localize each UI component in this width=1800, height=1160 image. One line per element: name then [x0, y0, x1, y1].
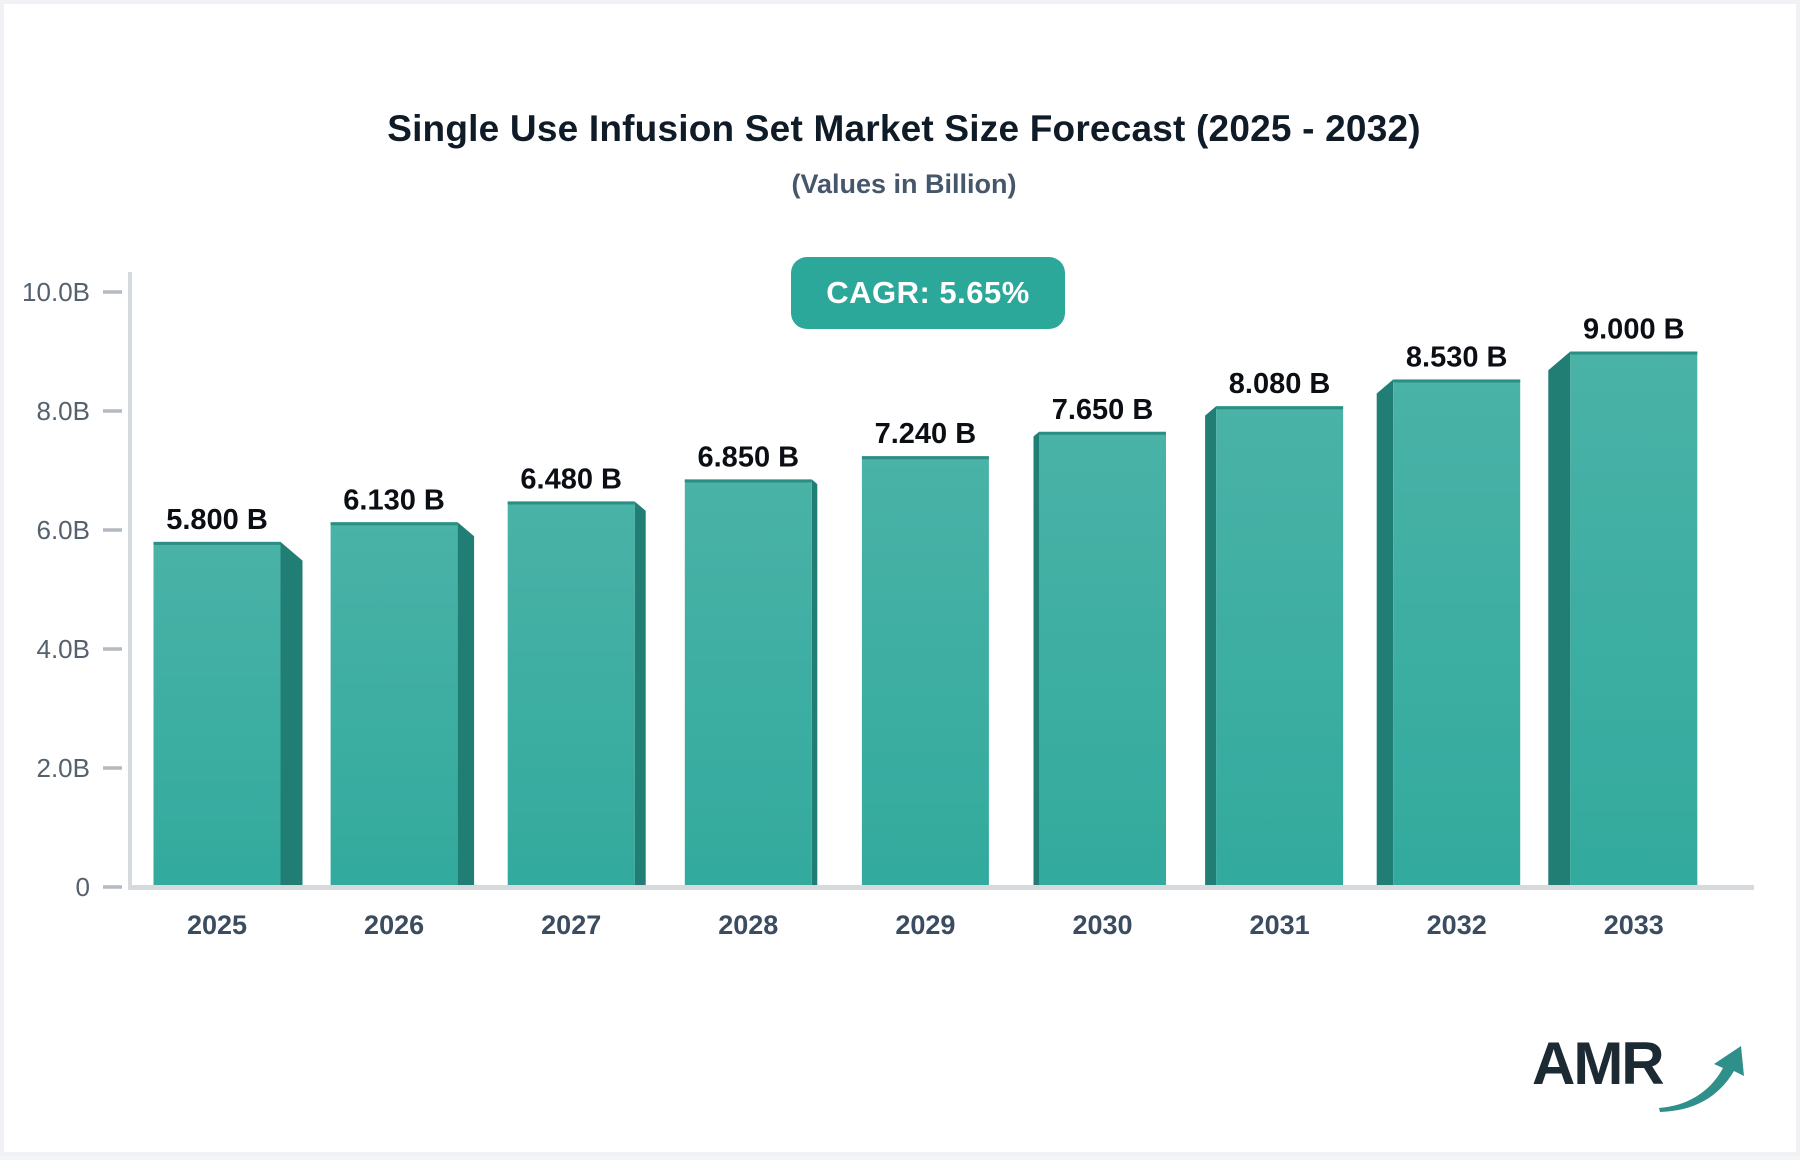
bar-2025: 5.800 B 2025 [153, 504, 303, 940]
y-axis-tick-label: 8.0B [37, 396, 91, 426]
bar-side-face [1033, 431, 1039, 887]
upward-trend-arrow-icon [1658, 1046, 1744, 1112]
bar-2031: 8.080 B 2031 [1205, 368, 1344, 940]
x-axis-label: 2028 [718, 910, 778, 940]
bar-front-face [153, 541, 281, 887]
bar-value-label: 6.130 B [343, 484, 445, 516]
bar-side-face [811, 479, 818, 887]
bar-top-edge [1570, 351, 1698, 355]
bar-value-label: 7.650 B [1052, 394, 1154, 426]
bar-front-face [684, 479, 812, 887]
cagr-badge: CAGR: 5.65% [791, 257, 1065, 329]
y-axis-tick-label: 6.0B [37, 515, 91, 545]
y-axis-tick-label: 2.0B [37, 753, 91, 783]
x-axis-label: 2031 [1250, 910, 1310, 940]
bar-2030: 7.650 B 2030 [1033, 394, 1166, 940]
x-axis-label: 2030 [1072, 910, 1132, 940]
bar-2027: 6.480 B 2027 [507, 463, 646, 940]
chart-subtitle: (Values in Billion) [791, 169, 1017, 199]
bar-front-face [330, 522, 458, 887]
bar-front-face [1393, 379, 1521, 887]
bar-top-edge [1393, 379, 1521, 383]
bar-side-face [457, 522, 475, 887]
bar-front-face [1039, 431, 1166, 887]
bar-front-face [1570, 351, 1698, 887]
bar-value-label: 9.000 B [1583, 314, 1685, 346]
x-axis-label: 2033 [1604, 910, 1664, 940]
cagr-badge-label: CAGR: 5.65% [826, 275, 1030, 310]
bar-side-face [1548, 351, 1571, 887]
bar-front-face [1216, 406, 1344, 887]
bar-value-label: 8.080 B [1229, 368, 1331, 400]
bar-front-face [861, 456, 989, 887]
x-axis-label: 2027 [541, 910, 601, 940]
amr-logo: AMR [1532, 1032, 1762, 1132]
bar-top-edge [153, 541, 281, 545]
bar-2028: 6.850 B 2028 [684, 441, 818, 940]
bar-2032: 8.530 B 2032 [1376, 341, 1521, 940]
x-axis-label: 2026 [364, 910, 424, 940]
y-axis-tick-label: 4.0B [37, 634, 91, 664]
bar-top-edge [861, 456, 989, 460]
bar-value-label: 7.240 B [875, 418, 977, 450]
bar-side-face [634, 501, 646, 887]
bar-side-face [280, 541, 303, 887]
bar-chart: 10.0B 8.0B 6.0B 4.0B 2.0B 0 5.800 B 2025 6.130 B… [22, 272, 1754, 940]
x-axis-label: 2032 [1427, 910, 1487, 940]
bar-value-label: 6.850 B [698, 441, 800, 473]
bar-2029: 7.240 B 2029 [861, 418, 989, 940]
y-axis-tick-label: 10.0B [22, 277, 90, 307]
bar-top-edge [1216, 406, 1344, 410]
x-axis-label: 2025 [187, 910, 247, 940]
bar-value-label: 6.480 B [520, 463, 622, 495]
y-axis-line [128, 272, 132, 889]
bar-top-edge [1039, 431, 1166, 435]
bar-front-face [507, 501, 635, 887]
bar-value-label: 5.800 B [166, 504, 268, 536]
bar-2026: 6.130 B 2026 [330, 484, 475, 940]
x-axis-line [128, 885, 1754, 890]
bar-value-label: 8.530 B [1406, 341, 1508, 373]
amr-logo-text: AMR [1532, 1030, 1665, 1097]
bar-side-face [1376, 379, 1394, 887]
bar-side-face [1205, 406, 1217, 887]
chart-title: Single Use Infusion Set Market Size Fore… [387, 108, 1421, 149]
bar-top-edge [507, 501, 635, 505]
y-axis-tick-label: 0 [76, 872, 90, 902]
bar-top-edge [330, 522, 458, 526]
x-axis-label: 2029 [895, 910, 955, 940]
bar-top-edge [684, 479, 812, 483]
bar-2033: 9.000 B 2033 [1548, 314, 1698, 940]
